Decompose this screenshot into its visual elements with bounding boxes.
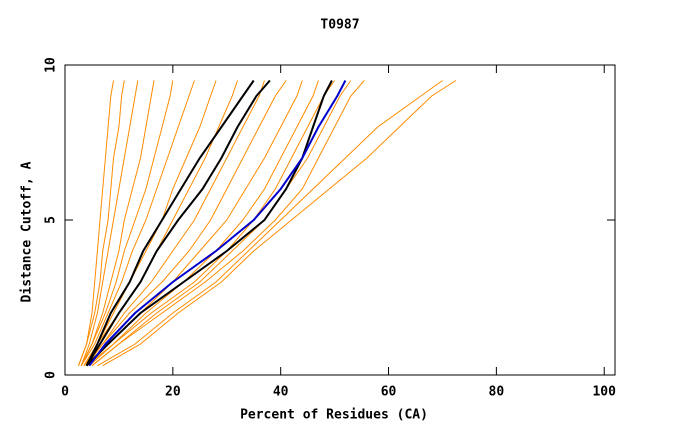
series-line bbox=[78, 80, 114, 366]
x-tick-label: 60 bbox=[381, 385, 397, 400]
series-line bbox=[97, 80, 443, 367]
x-tick-label: 0 bbox=[61, 385, 69, 400]
x-tick-label: 40 bbox=[273, 385, 289, 400]
series-line bbox=[88, 80, 347, 367]
series-line bbox=[102, 80, 457, 367]
series-line bbox=[85, 80, 333, 367]
series-line bbox=[80, 80, 139, 366]
plot-frame bbox=[64, 64, 616, 376]
y-axis-label: Distance Cutoff, A bbox=[20, 161, 35, 302]
chart-title: T0987 bbox=[320, 18, 359, 33]
x-tick-label: 100 bbox=[592, 385, 616, 400]
series-line bbox=[78, 80, 125, 366]
series-line bbox=[80, 80, 155, 366]
series-line bbox=[85, 79, 271, 367]
y-tick-label: 10 bbox=[44, 57, 59, 73]
y-tick-label: 5 bbox=[44, 216, 59, 224]
series-line bbox=[86, 80, 319, 367]
series-line bbox=[80, 80, 174, 366]
series-line bbox=[86, 80, 287, 366]
series-line bbox=[91, 80, 365, 367]
series-line bbox=[83, 80, 265, 367]
x-tick-label: 20 bbox=[165, 385, 181, 400]
series-line bbox=[85, 79, 255, 367]
y-tick-label: 0 bbox=[44, 371, 59, 379]
x-tick-label: 80 bbox=[489, 385, 505, 400]
series-line bbox=[80, 80, 195, 366]
x-axis-label: Percent of Residues (CA) bbox=[240, 408, 428, 423]
